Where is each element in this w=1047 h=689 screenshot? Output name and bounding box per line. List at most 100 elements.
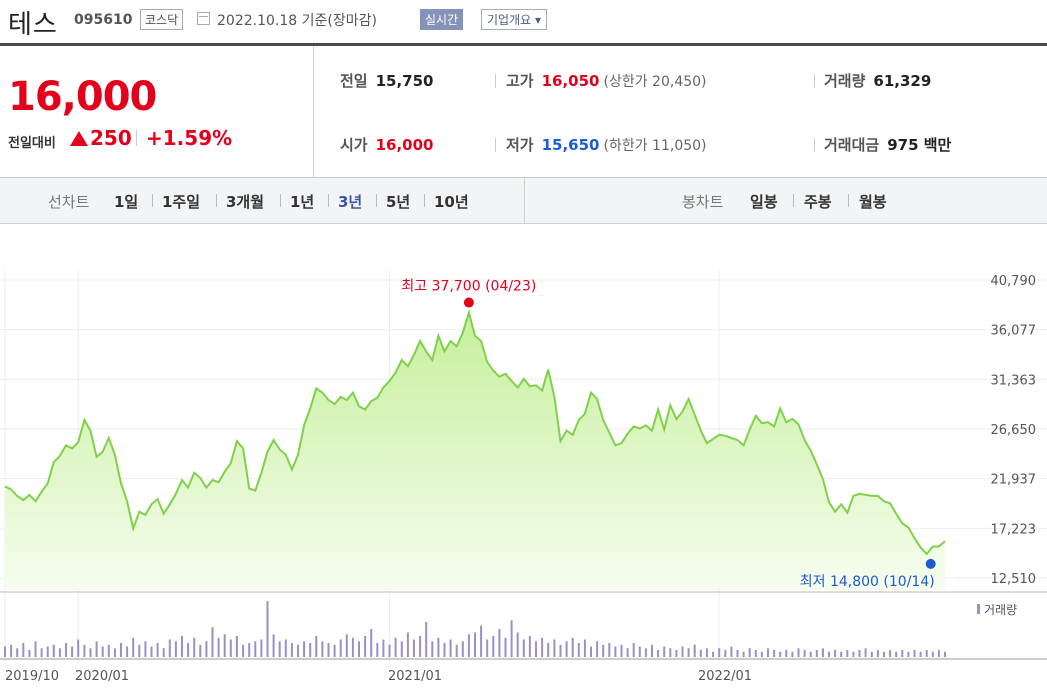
volume-bar bbox=[504, 637, 507, 658]
volume-bar bbox=[101, 646, 104, 657]
volume-bar bbox=[437, 637, 440, 658]
x-tick-label: 2022/01 bbox=[698, 669, 752, 684]
change-value: 250 bbox=[90, 126, 132, 150]
volume-bar bbox=[760, 651, 763, 658]
volume-bar bbox=[516, 632, 519, 657]
volume-bar bbox=[266, 601, 269, 657]
volume-bar bbox=[724, 650, 727, 657]
company-overview-button[interactable]: 기업개요 ▾ bbox=[481, 9, 547, 30]
candle-daily[interactable]: 일봉 bbox=[750, 193, 778, 211]
period-1w[interactable]: 1주일 bbox=[162, 193, 201, 211]
volume-bar bbox=[107, 644, 110, 658]
period-divider bbox=[328, 194, 329, 207]
volume-bar bbox=[840, 651, 843, 658]
period-divider bbox=[152, 194, 153, 207]
volume-bar bbox=[339, 639, 342, 657]
volume-bar bbox=[156, 643, 159, 657]
candle-monthly[interactable]: 월봉 bbox=[859, 193, 887, 211]
candle-weekly[interactable]: 주봉 bbox=[804, 193, 832, 211]
volume-bar bbox=[498, 629, 501, 657]
volume-bar bbox=[400, 641, 403, 658]
volume-bar bbox=[718, 648, 721, 658]
volume-bar bbox=[376, 643, 379, 657]
volume-bar bbox=[394, 637, 397, 658]
current-price-panel: 16,000 전일대비 250 +1.59% bbox=[0, 46, 314, 177]
volume-legend-swatch bbox=[977, 604, 980, 614]
period-10y[interactable]: 10년 bbox=[434, 193, 469, 211]
volume-bar bbox=[467, 634, 470, 658]
volume-bar bbox=[651, 644, 653, 658]
period-3y[interactable]: 3년 bbox=[338, 193, 363, 211]
volume-label: 거래량 bbox=[824, 72, 866, 90]
volume-bar bbox=[168, 639, 171, 657]
volume-bar bbox=[736, 650, 739, 657]
volume-bar bbox=[242, 644, 245, 658]
volume-bar bbox=[779, 651, 782, 658]
volume-bar bbox=[614, 646, 617, 657]
volume-bar bbox=[925, 650, 928, 657]
volume-bar bbox=[52, 644, 55, 658]
volume-bar bbox=[351, 637, 354, 658]
period-1y[interactable]: 1년 bbox=[290, 193, 315, 211]
volume-bar bbox=[638, 646, 641, 657]
open-label: 시가 bbox=[340, 136, 368, 154]
volume-bar bbox=[58, 648, 61, 658]
y-axis-ticks: 40,790 36,077 31,363 26,650 21,937 17,223 12,5… bbox=[991, 274, 1037, 587]
volume-bar bbox=[144, 641, 147, 658]
amount-value: 975 백만 bbox=[887, 136, 952, 154]
volume-bar bbox=[571, 637, 574, 658]
volume-bar bbox=[89, 648, 92, 658]
volume-bar bbox=[522, 639, 525, 657]
volume-bar bbox=[919, 651, 922, 658]
x-tick-label: 2021/01 bbox=[388, 669, 442, 684]
period-divider bbox=[848, 194, 849, 207]
volume-bar bbox=[40, 648, 43, 658]
volume-bar bbox=[174, 641, 177, 658]
volume-bar bbox=[712, 651, 715, 658]
volume-bar bbox=[815, 650, 818, 657]
volume-bar bbox=[345, 634, 348, 658]
volume-bar bbox=[528, 636, 531, 657]
volume-bar bbox=[181, 636, 183, 657]
volume-bar bbox=[821, 648, 824, 658]
volume-bar bbox=[113, 648, 116, 658]
volume-bar bbox=[669, 648, 672, 658]
volume-bar bbox=[931, 651, 934, 658]
volume-bar bbox=[675, 650, 678, 657]
volume-bar bbox=[235, 636, 238, 657]
volume-bar bbox=[71, 646, 74, 657]
volume-bar bbox=[852, 651, 855, 658]
volume-bar bbox=[358, 641, 360, 658]
volume-bar bbox=[4, 646, 6, 657]
current-price: 16,000 bbox=[8, 74, 157, 120]
high-value: 16,050 bbox=[541, 72, 600, 90]
volume-bar bbox=[290, 643, 293, 657]
realtime-button[interactable]: 실시간 bbox=[420, 9, 464, 30]
period-3m[interactable]: 3개월 bbox=[226, 193, 265, 211]
volume-bar bbox=[705, 648, 708, 658]
volume-bar bbox=[742, 651, 745, 658]
col-divider bbox=[495, 74, 496, 88]
period-5y[interactable]: 5년 bbox=[386, 193, 411, 211]
volume-bar bbox=[425, 622, 428, 657]
volume-bar bbox=[944, 651, 946, 658]
volume-bar bbox=[596, 641, 599, 658]
trade-amount: 거래대금 975 백만 bbox=[824, 134, 951, 155]
volume-bar bbox=[284, 639, 287, 657]
period-divider bbox=[793, 194, 794, 207]
change-percent: +1.59% bbox=[146, 126, 233, 150]
period-1d[interactable]: 1일 bbox=[114, 193, 139, 211]
volume-bar bbox=[486, 639, 489, 657]
open-value: 16,000 bbox=[375, 136, 434, 154]
volume-bar bbox=[199, 644, 202, 658]
volume-bar bbox=[620, 644, 623, 658]
volume-bar bbox=[211, 627, 214, 658]
x-tick-label: 2019/10 bbox=[5, 669, 59, 684]
lower-limit: (하한가 11,050) bbox=[603, 138, 707, 154]
volume-bar bbox=[480, 625, 483, 657]
volume-bar bbox=[632, 643, 635, 657]
volume-bar bbox=[95, 641, 98, 658]
volume-bar bbox=[46, 646, 49, 657]
y-tick-label: 36,077 bbox=[991, 324, 1037, 339]
volume-bar bbox=[272, 634, 275, 658]
